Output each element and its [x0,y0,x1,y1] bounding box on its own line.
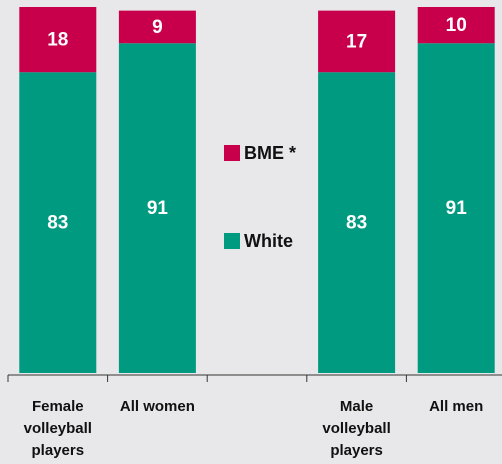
value-label: 83 [47,213,68,234]
x-tick-label: All men [429,398,484,415]
bar-segment [417,7,495,44]
bar-segment [19,72,97,373]
legend-label: BME * [244,143,296,163]
x-tick-label: All women [119,398,195,415]
x-tick-label: Male volleyball players [322,398,391,459]
legend-swatch [224,233,240,249]
value-label: 91 [446,198,468,219]
value-label: 9 [152,17,163,38]
bar-segment [19,7,97,73]
bar-segment [318,10,396,73]
bar-segment [118,10,196,44]
bar-segment [318,72,396,373]
value-label: 17 [346,31,367,52]
value-label: 10 [446,15,467,36]
legend-swatch [224,145,240,161]
value-label: 91 [147,198,169,219]
bar-segment [417,43,495,374]
x-tick-label: Female volleyball players [23,398,92,459]
value-label: 18 [47,30,68,51]
bar-segment [118,43,196,374]
legend-label: White [244,231,293,251]
value-label: 83 [346,213,367,234]
